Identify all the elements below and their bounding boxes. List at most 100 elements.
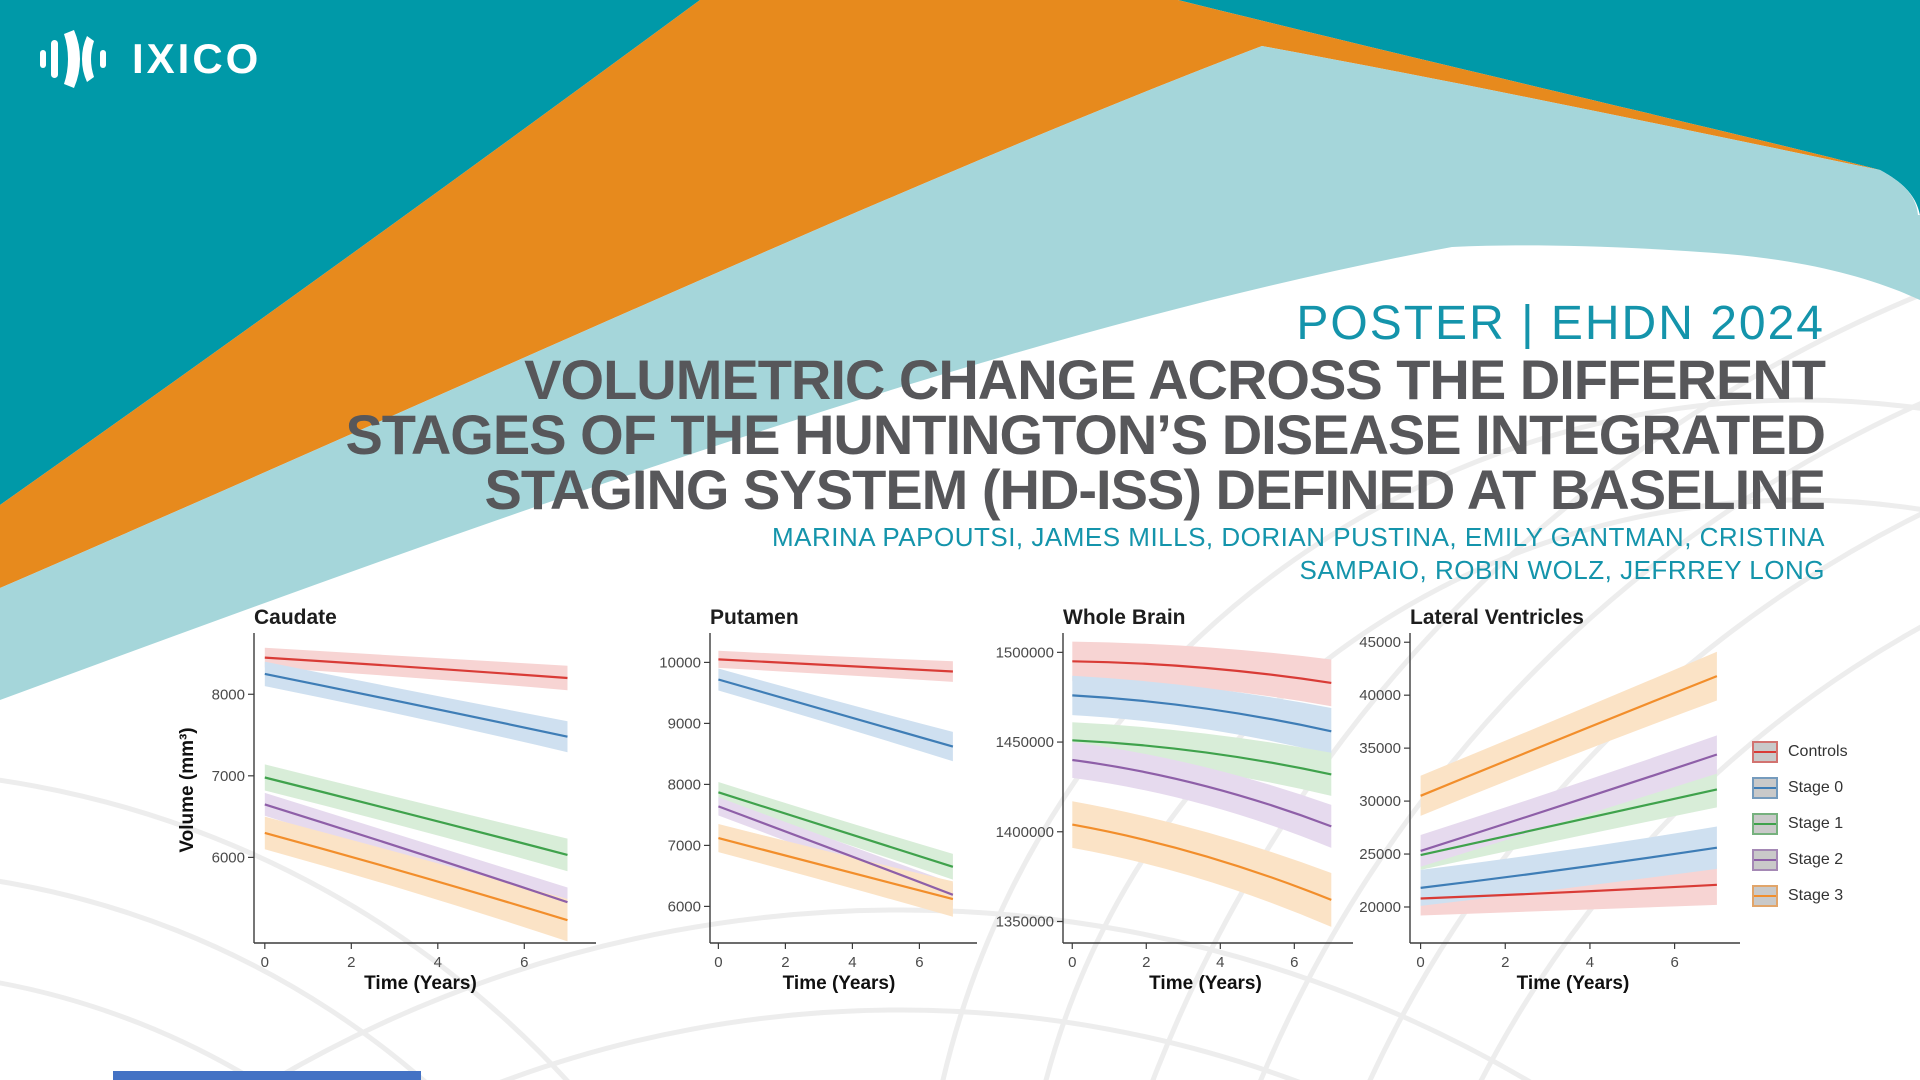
legend-label: Stage 2 [1788,851,1844,868]
x-tick-label: 0 [261,954,269,971]
logo-wordmark: IXICO [132,35,262,82]
band-stage-0 [264,661,568,753]
band-stage-3 [1420,651,1717,816]
band-stage-1 [1072,722,1332,796]
x-tick-label: 2 [1142,954,1150,971]
y-tick-label: 35000 [1359,740,1401,757]
x-tick-label: 6 [915,954,923,971]
legend-key-line [1754,858,1776,862]
line-stage-3 [718,837,954,901]
y-tick-label: 1400000 [996,824,1054,841]
chart-lateral-ventricles: 20000 25000 30000 35000 40000 45000 0 2 4 6 Latera… [1359,606,1740,994]
band-stage-3 [1072,801,1332,927]
line-controls [718,658,953,673]
legend-key-swatch [1752,741,1778,763]
y-tick-label: 6000 [668,898,701,915]
line-stage-3 [264,831,568,922]
panel-title: Putamen [710,606,799,629]
chart-putamen: 6000 7000 8000 9000 10000 0 2 4 6 Putamen Time (Ye… [659,606,977,994]
band-stage-0 [718,668,953,762]
chart-whole-brain: 1350000 1400000 1450000 1500000 0 2 4 6 Whole Br… [996,606,1353,994]
legend-label: Stage 0 [1788,779,1844,796]
legend-label: Stage 1 [1788,815,1844,832]
x-tick-label: 6 [1290,954,1298,971]
chart-legend: Controls Stage 0 Stage 1 Stage 2 Stage 3 [1752,740,1848,920]
swoosh-teal-right [1178,0,1920,215]
y-tick-label: 8000 [668,776,701,793]
y-tick-label: 30000 [1359,793,1401,810]
line-stage-0 [1072,694,1332,733]
chart-caudate: 6000 7000 8000 0 2 4 6 Caudate Time (Years) Volum… [178,606,596,994]
legend-key-line [1754,822,1776,826]
chart-panel-whole-brain: 1350000 1400000 1450000 1500000 0 2 4 6 Whole Br… [985,605,1353,1000]
x-tick-label: 4 [1216,954,1224,971]
legend-label: Stage 3 [1788,887,1844,904]
x-tick-label: 2 [347,954,355,971]
poster-eyebrow: POSTER | EHDN 2024 [1296,297,1825,350]
legend-key-swatch [1752,849,1778,871]
swoosh-orange-band [0,0,1880,588]
panel-title: Lateral Ventricles [1410,606,1584,629]
y-tick-label: 7000 [668,837,701,854]
x-tick-label: 6 [1670,954,1678,971]
authors-line-1: MARINA PAPOUTSI, JAMES MILLS, DORIAN PUS… [771,522,1825,552]
band-stage-1 [718,782,953,880]
x-tick-label: 0 [1416,954,1424,971]
ixico-logo: IXICO [40,28,261,90]
poster-authors: MARINA PAPOUTSI, JAMES MILLS, DORIAN PUS… [772,521,1825,587]
y-tick-label: 6000 [212,849,245,866]
poster-title: VOLUMETRIC CHANGE ACROSS THE DIFFERENT S… [345,348,1826,518]
line-stage-2 [264,803,568,904]
band-stage-1 [264,764,568,872]
y-tick-label: 45000 [1359,634,1401,651]
x-tick-label: 6 [520,954,528,971]
title-line-2: STAGES OF THE HUNTINGTON’S DISEASE INTEG… [345,403,1826,466]
line-stage-0 [264,672,568,738]
legend-key-line [1754,750,1776,754]
y-tick-label: 10000 [659,654,701,671]
x-tick-label: 4 [848,954,856,971]
x-tick-label: 4 [434,954,442,971]
band-stage-3 [718,824,953,917]
line-stage-1 [1072,739,1332,776]
y-tick-label: 1350000 [996,913,1054,930]
band-stage-0 [1072,675,1332,755]
band-controls [264,647,568,691]
legend-label: Controls [1788,743,1848,760]
legend-key-swatch [1752,813,1778,835]
line-stage-1 [264,776,568,856]
legend-item: Stage 2 [1752,848,1848,872]
chart-panel-caudate: 6000 7000 8000 0 2 4 6 Caudate Time (Years) Volum… [178,605,598,1000]
legend-item: Stage 3 [1752,884,1848,908]
y-tick-label: 20000 [1359,899,1401,916]
x-tick-label: 2 [1501,954,1509,971]
legend-key-swatch [1752,777,1778,799]
x-axis-label: Time (Years) [783,973,896,994]
swoosh-teal-left [0,0,700,505]
legend-item: Stage 1 [1752,812,1848,836]
line-stage-0 [718,678,954,748]
band-controls [1072,641,1332,707]
line-stage-2 [1072,758,1332,828]
legend-item: Stage 0 [1752,776,1848,800]
line-stage-2 [718,805,954,896]
title-line-1: VOLUMETRIC CHANGE ACROSS THE DIFFERENT [524,348,1826,411]
swoosh-aqua-band [0,46,1920,700]
chart-panel-lateral-ventricles: 20000 25000 30000 35000 40000 45000 0 2 4 6 Latera… [1332,605,1740,1000]
panel-title: Whole Brain [1063,606,1186,629]
line-stage-1 [718,791,954,868]
line-controls [1420,883,1717,900]
y-tick-label: 1500000 [996,644,1054,661]
line-stage-3 [1420,675,1718,797]
line-stage-0 [1420,846,1718,889]
x-tick-label: 0 [714,954,722,971]
legend-key-line [1754,894,1776,898]
line-stage-3 [1072,823,1332,901]
y-tick-label: 1450000 [996,734,1054,751]
y-tick-label: 9000 [668,715,701,732]
y-axis-label: Volume (mm³) [178,727,198,852]
line-stage-2 [1420,753,1718,852]
x-tick-label: 4 [1586,954,1594,971]
